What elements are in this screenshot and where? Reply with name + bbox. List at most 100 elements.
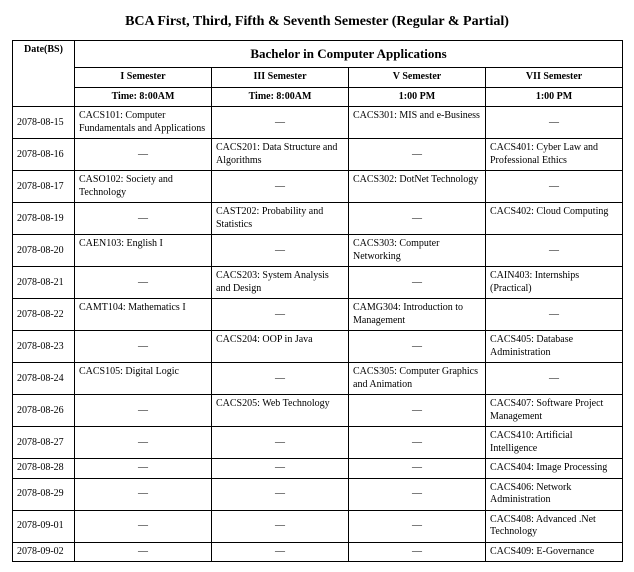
course-cell: CASO102: Society and Technology [75, 171, 212, 203]
table-row: 2078-08-19—CAST202: Probability and Stat… [13, 203, 623, 235]
table-row: 2078-08-28———CACS404: Image Processing [13, 459, 623, 479]
course-cell: — [212, 171, 349, 203]
table-row: 2078-08-20CAEN103: English I—CACS303: Co… [13, 235, 623, 267]
course-cell: — [75, 267, 212, 299]
course-cell: — [75, 203, 212, 235]
course-cell: — [486, 299, 623, 331]
course-cell: — [212, 542, 349, 562]
table-row: 2078-09-02———CACS409: E-Governance [13, 542, 623, 562]
course-cell: CACS407: Software Project Management [486, 395, 623, 427]
program-header: Bachelor in Computer Applications [75, 41, 623, 68]
date-cell: 2078-08-22 [13, 299, 75, 331]
date-header: Date(BS) [13, 41, 75, 107]
table-row: 2078-08-22CAMT104: Mathematics I—CAMG304… [13, 299, 623, 331]
course-cell: — [486, 171, 623, 203]
course-cell: CAIN403: Internships (Practical) [486, 267, 623, 299]
table-row: 2078-08-24CACS105: Digital Logic—CACS305… [13, 363, 623, 395]
table-row: 2078-08-17CASO102: Society and Technolog… [13, 171, 623, 203]
sem1-time: Time: 8:00AM [75, 87, 212, 107]
course-cell: CACS404: Image Processing [486, 459, 623, 479]
course-cell: CACS205: Web Technology [212, 395, 349, 427]
course-cell: CACS409: E-Governance [486, 542, 623, 562]
date-cell: 2078-08-20 [13, 235, 75, 267]
table-row: 2078-08-23—CACS204: OOP in Java—CACS405:… [13, 331, 623, 363]
table-row: 2078-08-21—CACS203: System Analysis and … [13, 267, 623, 299]
date-cell: 2078-09-01 [13, 510, 75, 542]
date-cell: 2078-08-16 [13, 139, 75, 171]
course-cell: CAMT104: Mathematics I [75, 299, 212, 331]
course-cell: CACS410: Artificial Intelligence [486, 427, 623, 459]
table-row: 2078-08-26—CACS205: Web Technology—CACS4… [13, 395, 623, 427]
course-cell: CACS201: Data Structure and Algorithms [212, 139, 349, 171]
course-cell: — [212, 107, 349, 139]
date-cell: 2078-08-26 [13, 395, 75, 427]
sem7-header: VII Semester [486, 68, 623, 88]
course-cell: — [75, 331, 212, 363]
course-cell: — [349, 139, 486, 171]
course-cell: CACS105: Digital Logic [75, 363, 212, 395]
course-cell: — [75, 427, 212, 459]
date-cell: 2078-08-19 [13, 203, 75, 235]
page-title: BCA First, Third, Fifth & Seventh Semest… [12, 14, 622, 30]
course-cell: — [349, 267, 486, 299]
course-cell: — [75, 478, 212, 510]
course-cell: CACS101: Computer Fundamentals and Appli… [75, 107, 212, 139]
course-cell: — [212, 459, 349, 479]
course-cell: — [349, 510, 486, 542]
course-cell: CACS405: Database Administration [486, 331, 623, 363]
date-cell: 2078-08-15 [13, 107, 75, 139]
course-cell: — [212, 235, 349, 267]
sem7-time: 1:00 PM [486, 87, 623, 107]
sem5-time: 1:00 PM [349, 87, 486, 107]
course-cell: — [212, 510, 349, 542]
course-cell: CACS301: MIS and e-Business [349, 107, 486, 139]
course-cell: CAST202: Probability and Statistics [212, 203, 349, 235]
date-cell: 2078-08-27 [13, 427, 75, 459]
course-cell: — [349, 203, 486, 235]
sem3-time: Time: 8:00AM [212, 87, 349, 107]
course-cell: CACS401: Cyber Law and Professional Ethi… [486, 139, 623, 171]
course-cell: — [349, 395, 486, 427]
course-cell: — [486, 107, 623, 139]
course-cell: — [212, 299, 349, 331]
date-cell: 2078-09-02 [13, 542, 75, 562]
schedule-table: Date(BS) Bachelor in Computer Applicatio… [12, 40, 623, 562]
course-cell: CACS402: Cloud Computing [486, 203, 623, 235]
date-cell: 2078-08-23 [13, 331, 75, 363]
course-cell: CACS406: Network Administration [486, 478, 623, 510]
date-cell: 2078-08-24 [13, 363, 75, 395]
course-cell: — [75, 542, 212, 562]
course-cell: CACS305: Computer Graphics and Animation [349, 363, 486, 395]
course-cell: CACS203: System Analysis and Design [212, 267, 349, 299]
course-cell: CAMG304: Introduction to Management [349, 299, 486, 331]
course-cell: — [212, 363, 349, 395]
course-cell: — [486, 363, 623, 395]
course-cell: — [75, 139, 212, 171]
sem3-header: III Semester [212, 68, 349, 88]
table-row: 2078-08-15CACS101: Computer Fundamentals… [13, 107, 623, 139]
course-cell: CAEN103: English I [75, 235, 212, 267]
course-cell: CACS302: DotNet Technology [349, 171, 486, 203]
course-cell: — [75, 459, 212, 479]
course-cell: CACS204: OOP in Java [212, 331, 349, 363]
date-cell: 2078-08-21 [13, 267, 75, 299]
table-row: 2078-08-29———CACS406: Network Administra… [13, 478, 623, 510]
course-cell: — [212, 478, 349, 510]
date-cell: 2078-08-28 [13, 459, 75, 479]
course-cell: — [349, 427, 486, 459]
sem1-header: I Semester [75, 68, 212, 88]
date-cell: 2078-08-17 [13, 171, 75, 203]
course-cell: — [486, 235, 623, 267]
course-cell: CACS303: Computer Networking [349, 235, 486, 267]
course-cell: — [212, 427, 349, 459]
course-cell: — [349, 478, 486, 510]
table-row: 2078-08-27———CACS410: Artificial Intelli… [13, 427, 623, 459]
table-row: 2078-08-16—CACS201: Data Structure and A… [13, 139, 623, 171]
course-cell: — [75, 510, 212, 542]
course-cell: — [349, 542, 486, 562]
table-row: 2078-09-01———CACS408: Advanced .Net Tech… [13, 510, 623, 542]
date-cell: 2078-08-29 [13, 478, 75, 510]
course-cell: — [349, 331, 486, 363]
course-cell: CACS408: Advanced .Net Technology [486, 510, 623, 542]
course-cell: — [75, 395, 212, 427]
